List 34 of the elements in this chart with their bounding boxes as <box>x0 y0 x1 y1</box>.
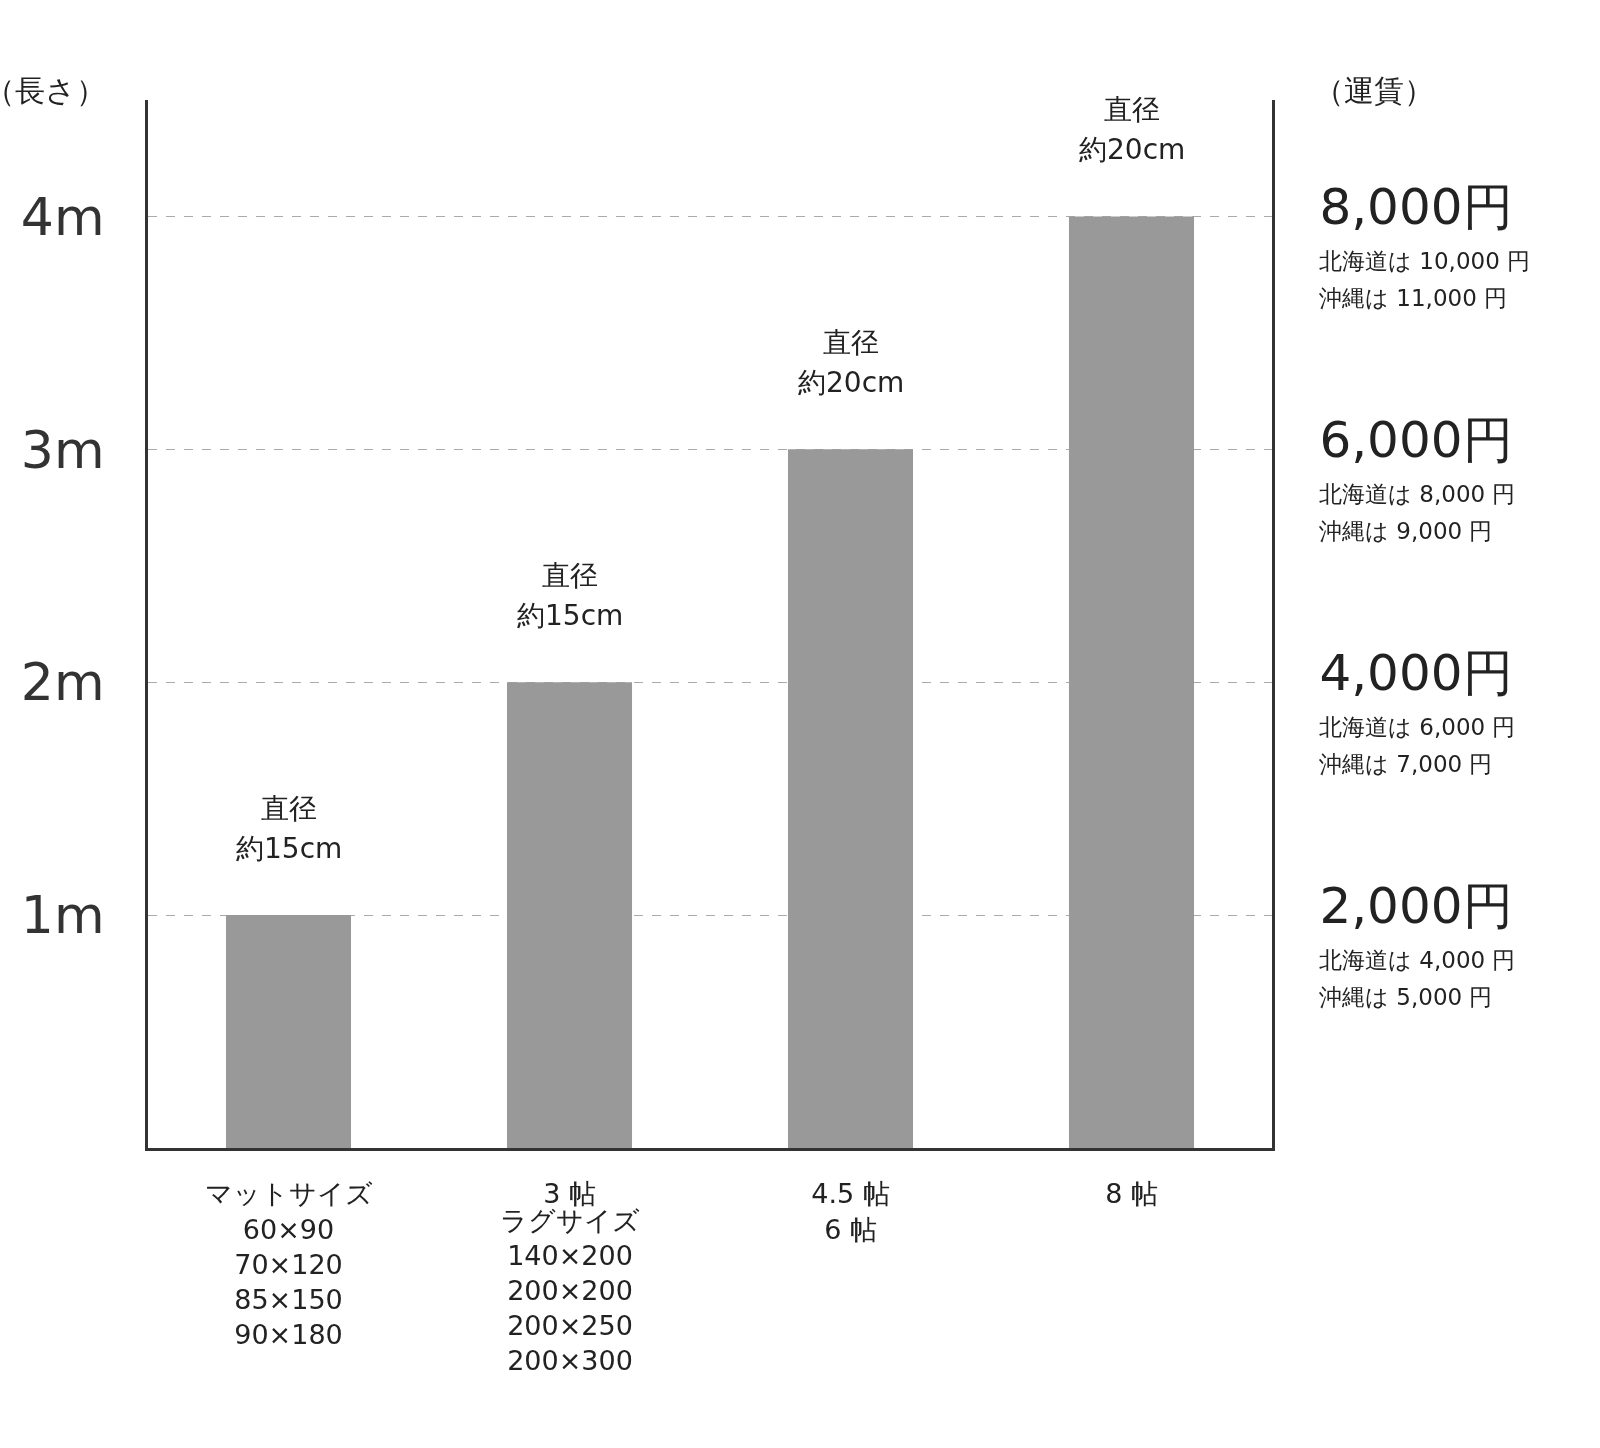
annotation: 約15cm <box>517 599 624 632</box>
bar <box>1068 216 1195 1148</box>
x-tick-label: マットサイズ 60×90 70×120 85×150 90×180 <box>204 1178 373 1350</box>
y2-tick-label: 8,000円 <box>1319 178 1513 237</box>
x-tick-label: 8 帖 <box>1105 1178 1158 1210</box>
text: 北海道は 6,000 円 <box>1319 714 1516 740</box>
annotation: 直径 <box>823 326 879 359</box>
bar <box>225 915 352 1148</box>
y2-tick-label: 6,000円 <box>1319 411 1513 470</box>
y2-tick-label: 4,000円 <box>1319 643 1513 702</box>
y-tick-label: 2m <box>20 652 105 713</box>
text: 北海道は 8,000 円 <box>1319 481 1516 507</box>
text: 北海道は 4,000 円 <box>1319 947 1516 973</box>
text: 沖縄は 11,000 円 <box>1319 285 1508 311</box>
y2-tick-label: 2,000円 <box>1319 876 1513 935</box>
x-tick-label: 4.5 帖 6 帖 <box>811 1178 890 1245</box>
y-tick-label: 1m <box>20 885 105 946</box>
text: 沖縄は 5,000 円 <box>1319 984 1493 1010</box>
annotation: 直径 <box>542 559 598 592</box>
y2-axis-title: （運賃） <box>1314 73 1434 108</box>
annotation: 約20cm <box>798 366 905 399</box>
y-axis-title: （長さ） <box>0 73 106 108</box>
text: 沖縄は 7,000 円 <box>1319 751 1493 777</box>
x-tick-label: 3 帖 <box>543 1178 596 1210</box>
annotation: 約15cm <box>236 832 343 865</box>
annotation: 直径 <box>261 792 317 825</box>
text: 沖縄は 9,000 円 <box>1319 518 1493 544</box>
bar <box>787 449 914 1148</box>
bar <box>506 682 633 1148</box>
annotation: 約20cm <box>1079 133 1186 166</box>
annotation: 直径 <box>1104 93 1160 126</box>
y-tick-label: 3m <box>20 419 105 480</box>
text: 北海道は 10,000 円 <box>1319 248 1531 274</box>
y-tick-label: 4m <box>20 186 105 247</box>
